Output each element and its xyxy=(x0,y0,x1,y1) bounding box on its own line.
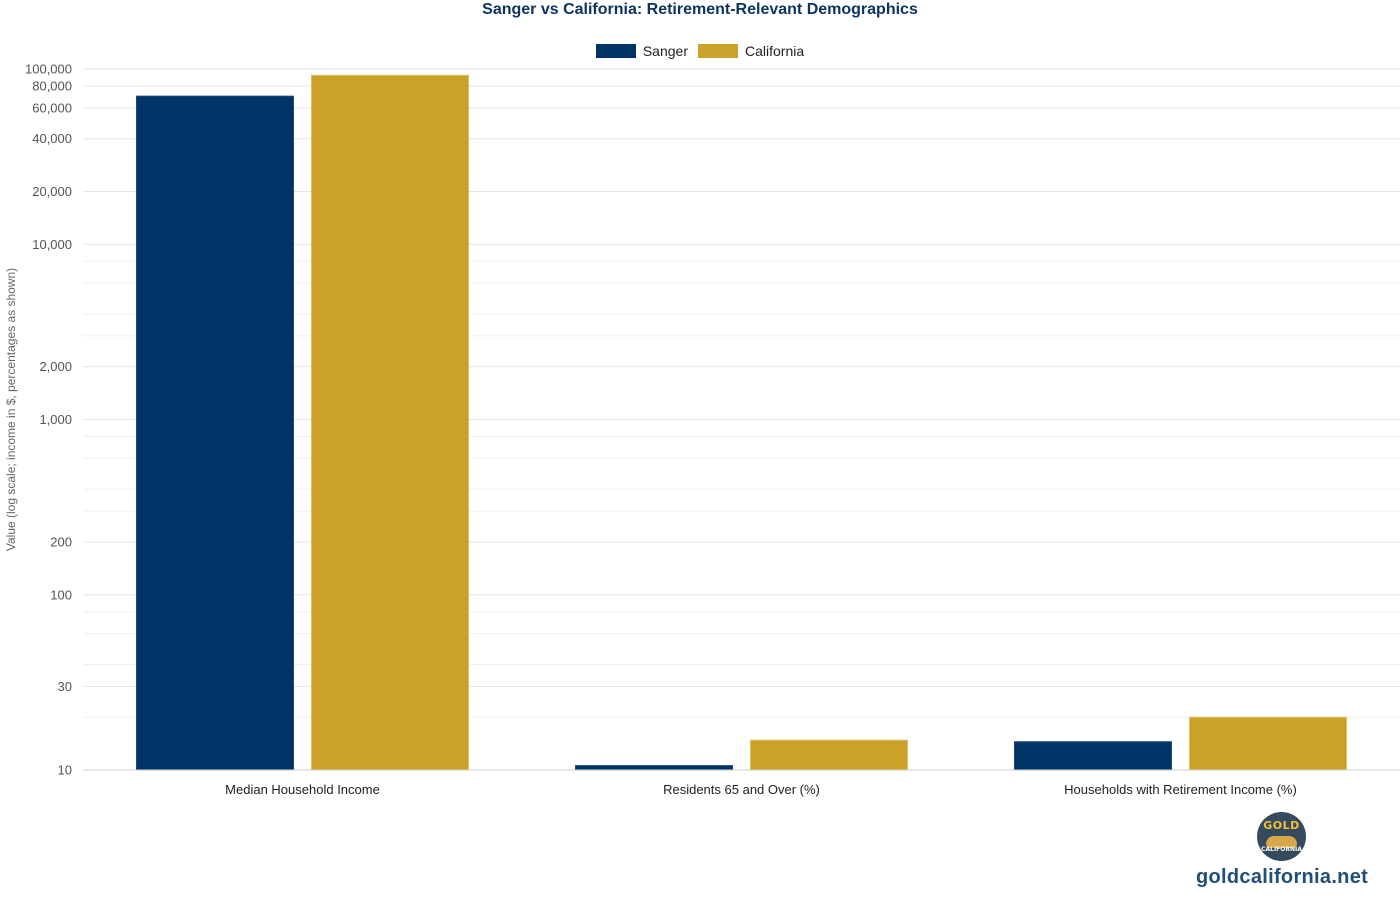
y-tick-label: 60,000 xyxy=(32,100,72,115)
y-tick-label: 200 xyxy=(50,534,72,549)
grid xyxy=(83,68,1400,771)
y-tick-label: 40,000 xyxy=(32,131,72,146)
y-tick-label: 10,000 xyxy=(32,237,72,252)
y-tick-label: 30 xyxy=(58,679,72,694)
y-tick-label: 2,000 xyxy=(39,359,72,374)
gold-california-logo: GOLD CALIFORNIA xyxy=(1257,812,1306,861)
bar-sanger-2 xyxy=(575,765,733,771)
bar-california-3 xyxy=(1189,716,1347,771)
bar-sanger-3 xyxy=(1014,741,1172,771)
y-tick-label: 100 xyxy=(50,587,72,602)
y-tick-label: 10 xyxy=(58,763,72,778)
legend-item-sanger[interactable]: Sanger xyxy=(595,43,688,59)
y-tick-label: 20,000 xyxy=(32,184,72,199)
bar-california-2 xyxy=(750,739,908,771)
y-tick-label: 100,000 xyxy=(25,62,72,77)
bar-sanger-1 xyxy=(136,95,294,771)
brand-url: goldcalifornia.net xyxy=(1196,866,1369,888)
axes: 10 30 100 200 1,000 2,000 10,000 20,000 40,000 60… xyxy=(4,62,1400,797)
legend: Sanger California xyxy=(0,43,1400,59)
y-tick-label: 80,000 xyxy=(32,78,72,93)
bars xyxy=(136,74,1347,771)
legend-label-sanger: Sanger xyxy=(642,43,688,59)
chart-title: Sanger vs California: Retirement-Relevan… xyxy=(482,1,918,18)
legend-item-california[interactable]: California xyxy=(698,43,804,59)
bar-california-1 xyxy=(311,74,469,771)
x-tick-label: Households with Retirement Income (%) xyxy=(1064,782,1297,797)
y-tick-label: 1,000 xyxy=(39,412,72,427)
x-tick-label: Residents 65 and Over (%) xyxy=(663,782,820,797)
y-axis-title: Value (log scale; income in $, percentag… xyxy=(4,268,18,551)
legend-label-california: California xyxy=(745,43,805,59)
legend-swatch-sanger xyxy=(595,44,636,58)
x-tick-label: Median Household Income xyxy=(225,782,380,797)
legend-swatch-california xyxy=(698,44,738,58)
